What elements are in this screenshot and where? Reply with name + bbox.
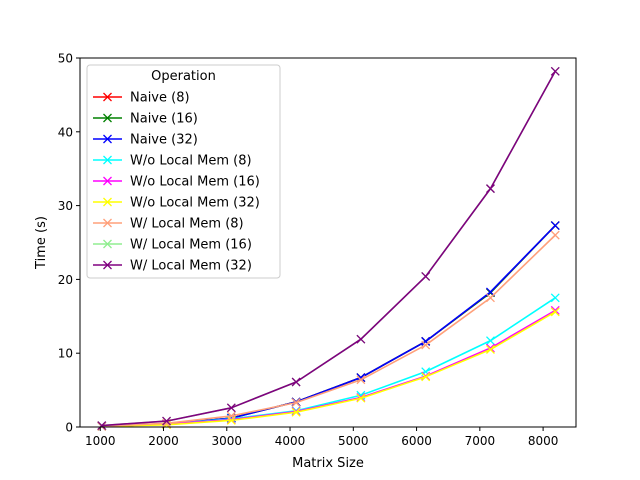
legend-marker xyxy=(103,176,112,186)
data-point xyxy=(550,307,560,317)
legend-marker xyxy=(103,197,112,207)
legend-label: W/ Local Mem (16) xyxy=(130,238,252,253)
legend-entry: Naive (16) xyxy=(93,112,198,127)
data-point xyxy=(421,271,431,281)
x-tick-label: 7000 xyxy=(465,434,496,448)
data-point xyxy=(291,407,301,417)
x-tick-label: 2000 xyxy=(148,434,179,448)
legend-marker xyxy=(103,92,112,102)
x-tick-label: 6000 xyxy=(401,434,432,448)
data-point xyxy=(550,230,560,240)
data-point xyxy=(291,398,301,408)
legend-label: Naive (8) xyxy=(130,91,190,106)
plot-area xyxy=(97,66,560,431)
legend-entry: W/ Local Mem (32) xyxy=(93,259,252,274)
legend-entry: W/ Local Mem (8) xyxy=(93,217,244,232)
legend-title: Operation xyxy=(151,69,216,84)
x-tick-label: 4000 xyxy=(275,434,306,448)
legend-entry: W/ Local Mem (16) xyxy=(93,238,252,253)
legend-entry: W/o Local Mem (32) xyxy=(93,196,260,211)
legend-marker xyxy=(103,218,112,228)
legend-marker xyxy=(103,239,112,249)
series-line xyxy=(101,311,556,428)
legend-box xyxy=(86,64,281,279)
x-tick-label: 5000 xyxy=(338,434,369,448)
data-point xyxy=(550,66,560,76)
y-tick-label: 0 xyxy=(65,421,73,435)
axes: 1000 2000 3000 4000 5000 6000 7000 8000 0 10 20 30… xyxy=(34,52,577,471)
legend-marker xyxy=(103,134,112,144)
data-point xyxy=(97,421,107,430)
data-point xyxy=(486,293,495,303)
legend-label: Naive (32) xyxy=(130,133,198,148)
data-point xyxy=(486,345,495,354)
data-point xyxy=(291,377,301,387)
legend-label: W/o Local Mem (16) xyxy=(130,175,260,190)
series-line xyxy=(101,234,556,428)
series-7 xyxy=(97,230,560,431)
series-9 xyxy=(97,66,560,430)
x-axis-label: Matrix Size xyxy=(292,456,364,471)
y-tick-label: 20 xyxy=(58,273,73,287)
y-tick-label: 10 xyxy=(58,347,73,361)
legend-label: W/o Local Mem (8) xyxy=(130,154,252,169)
data-point xyxy=(226,411,236,421)
axes-frame xyxy=(79,57,577,428)
x-tick-label: 8000 xyxy=(528,434,559,448)
y-tick-label: 30 xyxy=(58,199,73,213)
legend-marker xyxy=(103,113,112,123)
data-point xyxy=(421,372,431,382)
legend-entry: W/o Local Mem (16) xyxy=(93,175,260,190)
data-point xyxy=(356,375,366,385)
y-tick-label: 50 xyxy=(58,52,73,66)
legend-label: W/o Local Mem (32) xyxy=(130,196,260,211)
series-line xyxy=(101,70,556,427)
legend-entry: Naive (32) xyxy=(93,133,198,148)
legend-label: Naive (16) xyxy=(130,112,198,127)
data-point xyxy=(486,184,495,194)
legend-entry: Naive (8) xyxy=(93,91,190,106)
data-point xyxy=(550,293,560,303)
data-point xyxy=(421,340,431,350)
x-tick-label: 1000 xyxy=(85,434,116,448)
data-point xyxy=(486,336,495,346)
data-point xyxy=(550,221,560,230)
x-tick-label: 3000 xyxy=(212,434,243,448)
y-axis-ticks: 0 10 20 30 40 50 xyxy=(58,52,80,435)
legend-label: W/ Local Mem (8) xyxy=(130,217,244,232)
data-point xyxy=(356,334,366,344)
data-point xyxy=(226,403,236,413)
legend-label: W/ Local Mem (32) xyxy=(130,259,252,274)
legend: Operation Naive (8) Naive (16) Naive (32) W… xyxy=(86,64,281,279)
legend-marker xyxy=(103,260,112,270)
data-point xyxy=(356,393,366,403)
legend-marker xyxy=(103,155,112,165)
data-point xyxy=(162,416,172,426)
y-axis-label: Time (s) xyxy=(34,216,49,270)
y-tick-label: 40 xyxy=(58,125,73,139)
legend-entry: W/o Local Mem (8) xyxy=(93,154,252,169)
x-axis-ticks: 1000 2000 3000 4000 5000 6000 7000 8000 xyxy=(85,427,558,448)
